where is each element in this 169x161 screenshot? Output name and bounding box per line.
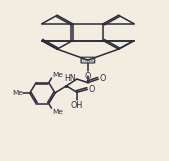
Text: HN: HN — [64, 74, 76, 83]
Text: OH: OH — [71, 100, 83, 109]
FancyBboxPatch shape — [81, 57, 95, 63]
Text: Fmoc: Fmoc — [80, 58, 95, 63]
Text: Me: Me — [12, 90, 23, 96]
Text: O: O — [99, 74, 105, 83]
Text: Me: Me — [52, 109, 63, 115]
Text: Me: Me — [52, 71, 63, 78]
Text: O: O — [85, 72, 91, 81]
Text: O: O — [88, 85, 94, 94]
